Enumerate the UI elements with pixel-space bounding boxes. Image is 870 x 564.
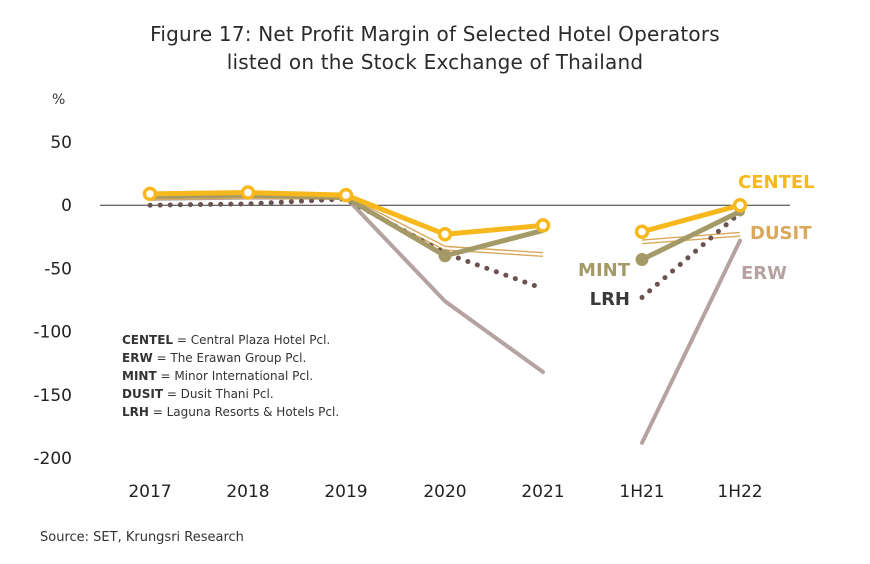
legend-note-code: ERW [122, 351, 153, 365]
y-tick-label: 50 [50, 133, 72, 153]
legend-note-code: CENTEL [122, 333, 173, 347]
series-point-centel [437, 227, 453, 242]
y-tick-label: -150 [33, 386, 72, 406]
legend-note-code: DUSIT [122, 387, 164, 401]
y-tick-label: -50 [44, 259, 72, 279]
x-tick-label: 1H21 [619, 482, 664, 502]
y-tick-label: -100 [33, 323, 72, 343]
series-line-erw [640, 238, 742, 445]
legend-note-text: = Laguna Resorts & Hotels Pcl. [149, 405, 339, 419]
series-point-centel [142, 186, 158, 202]
x-tick-label: 1H22 [717, 482, 762, 502]
source-note: Source: SET, Krungsri Research [40, 530, 244, 545]
legend-note: LRH = Laguna Resorts & Hotels Pcl. [122, 405, 339, 419]
legend-note-code: LRH [122, 405, 149, 419]
legend-note: ERW = The Erawan Group Pcl. [122, 351, 306, 365]
series-line-lrh [147, 196, 546, 292]
series-label-lrh: LRH [590, 289, 630, 310]
chart-title-line2: listed on the Stock Exchange of Thailand [226, 50, 644, 74]
y-tick-label: 0 [61, 196, 72, 216]
x-tick-label: 2020 [423, 482, 466, 502]
series-point-centel [240, 185, 256, 200]
series-point-centel [732, 197, 748, 213]
legend-note: MINT = Minor International Pcl. [122, 369, 313, 383]
series-point-mint [438, 249, 452, 263]
series-label-centel: CENTEL [738, 172, 815, 193]
legend-note-text: = Central Plaza Hotel Pcl. [173, 333, 330, 347]
legend-note-text: = The Erawan Group Pcl. [153, 351, 307, 365]
series-label-mint: MINT [578, 260, 631, 281]
series-line-centel [641, 202, 741, 235]
chart-title-line1: Figure 17: Net Profit Margin of Selected… [150, 22, 720, 46]
legend-note-text: = Dusit Thani Pcl. [163, 387, 274, 401]
series-line-lrh [639, 210, 743, 300]
x-tick-label: 2019 [324, 482, 367, 502]
legend-note: CENTEL = Central Plaza Hotel Pcl. [122, 333, 330, 347]
series-point-mint [635, 253, 649, 267]
x-tick-label: 2017 [128, 482, 171, 502]
series-point-centel [634, 224, 650, 239]
series-line-mint [640, 209, 742, 262]
legend-note-code: MINT [122, 369, 157, 383]
series-label-erw: ERW [741, 263, 787, 284]
y-axis-unit: % [52, 92, 66, 108]
series-point-centel [338, 187, 354, 203]
y-tick-label: -200 [33, 449, 72, 469]
x-tick-label: 2018 [226, 482, 269, 502]
legend-note: DUSIT = Dusit Thani Pcl. [122, 387, 274, 401]
x-tick-label: 2021 [521, 482, 564, 502]
series-point-centel [535, 218, 551, 233]
legend-note-text: = Minor International Pcl. [157, 369, 313, 383]
series-label-dusit: DUSIT [750, 223, 812, 244]
